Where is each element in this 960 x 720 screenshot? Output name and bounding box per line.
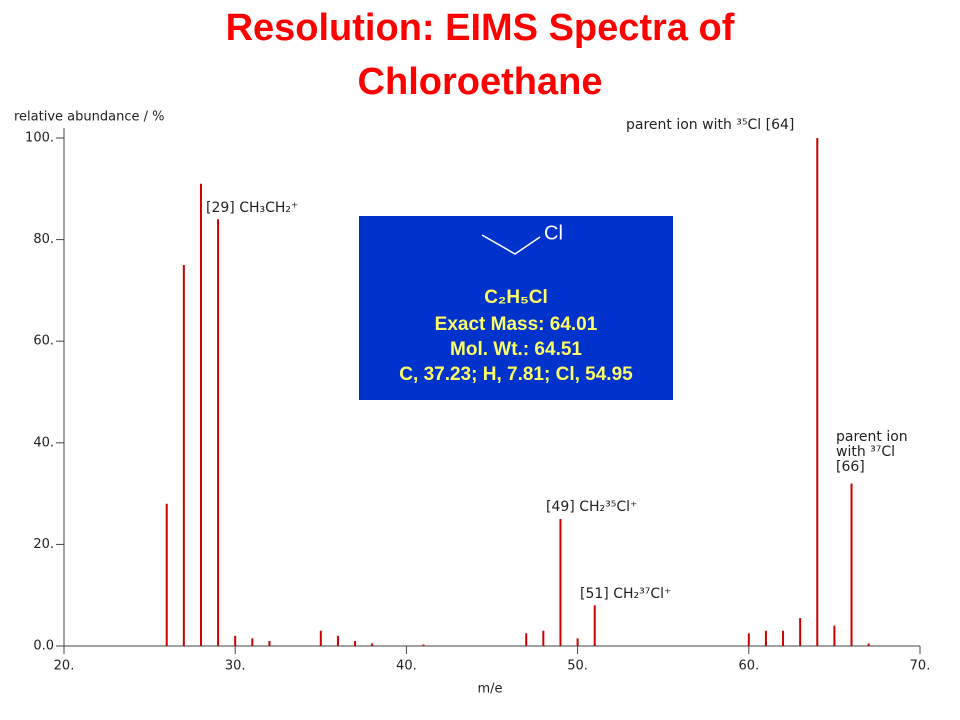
- x-tick-label: 40.: [396, 659, 417, 674]
- formula: C₂H₅Cl: [484, 287, 548, 308]
- y-tick-label: 100.: [25, 131, 54, 146]
- annotation: [66]: [836, 459, 865, 475]
- y-tick-label: 0.0: [33, 639, 54, 654]
- x-tick-label: 20.: [54, 659, 75, 674]
- y-axis-label: relative abundance / %: [14, 110, 164, 125]
- x-tick-label: 30.: [225, 659, 246, 674]
- x-axis-label: m/e: [477, 682, 502, 697]
- y-tick-label: 80.: [33, 232, 54, 247]
- info-box-bg: [359, 216, 673, 400]
- y-tick-label: 20.: [33, 537, 54, 552]
- structure: [481, 234, 541, 255]
- info-box: Cl C₂H₅Cl Exact Mass: 64.01 Mol. Wt.: 64…: [359, 216, 673, 400]
- annotation: with ³⁷Cl: [836, 444, 895, 460]
- exact-mass: Exact Mass: 64.01: [435, 314, 598, 335]
- x-tick-label: 60.: [738, 659, 759, 674]
- y-tick-label: 60.: [33, 334, 54, 349]
- atom-label: Cl: [544, 222, 563, 244]
- x-tick-label: 50.: [567, 659, 588, 674]
- annotation: [51] CH₂³⁷Cl⁺: [580, 586, 671, 602]
- y-tick-label: 40.: [33, 435, 54, 450]
- mol-wt: Mol. Wt.: 64.51: [450, 339, 582, 360]
- annotation: parent ion: [836, 429, 908, 445]
- annotation: [49] CH₂³⁵Cl⁺: [546, 499, 637, 515]
- title-line: Resolution: EIMS Spectra of: [226, 7, 735, 49]
- annotation: [29] CH₃CH₂⁺: [206, 200, 298, 216]
- title-line: Chloroethane: [358, 61, 603, 103]
- annotation: parent ion with ³⁵Cl [64]: [626, 117, 794, 133]
- composition: C, 37.23; H, 7.81; Cl, 54.95: [399, 364, 633, 385]
- x-tick-label: 70.: [910, 659, 931, 674]
